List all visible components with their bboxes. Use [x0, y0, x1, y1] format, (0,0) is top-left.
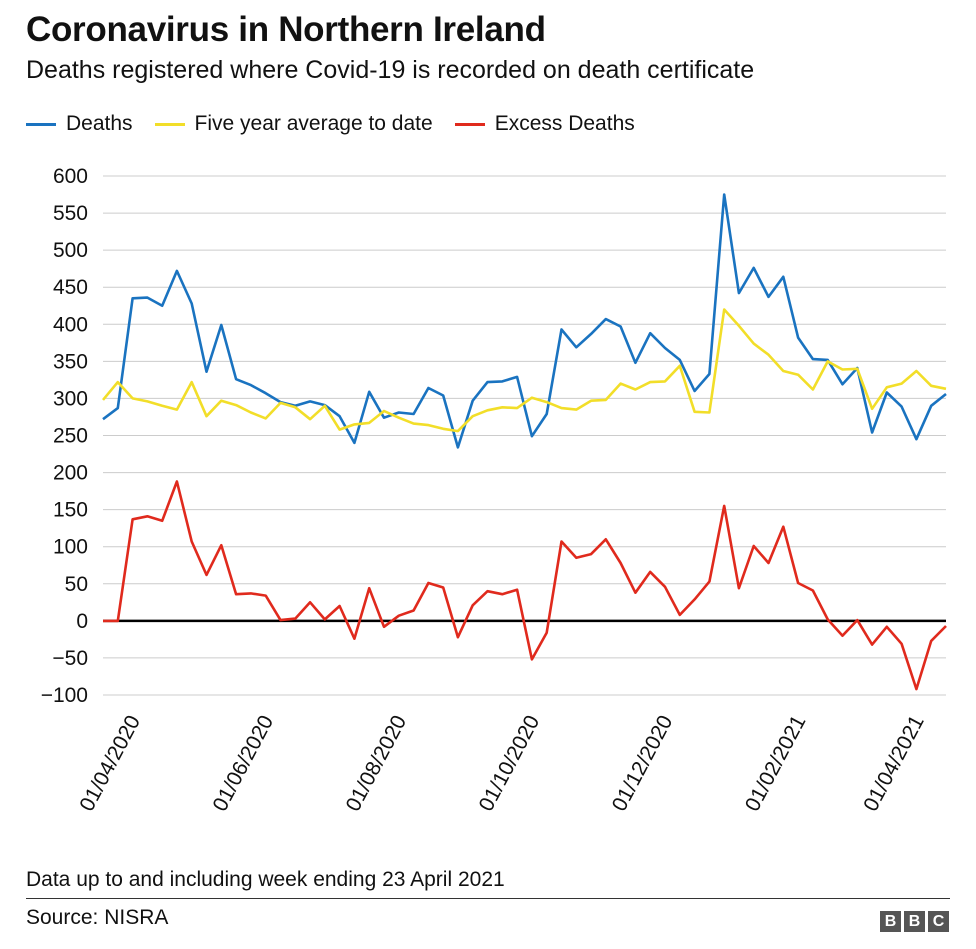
- y-tick-label: 50: [65, 573, 88, 596]
- x-tick-label: 01/10/2020: [475, 712, 545, 816]
- y-tick-label: 450: [53, 276, 88, 299]
- y-tick-label: 0: [76, 610, 88, 633]
- chart-subtitle: Deaths registered where Covid-19 is reco…: [26, 56, 755, 84]
- y-tick-label: 550: [53, 202, 88, 225]
- chart-title: Coronavirus in Northern Ireland: [26, 10, 546, 49]
- x-tick-label: 01/06/2020: [208, 712, 278, 816]
- x-tick-label: 01/08/2020: [342, 712, 412, 816]
- line-chart: 600550500450400350300250200150100500−50−…: [41, 165, 947, 816]
- logo-letter: C: [928, 911, 949, 932]
- logo-letter: B: [880, 911, 901, 932]
- legend-label-excess-deaths: Excess Deaths: [494, 112, 635, 135]
- legend-swatch-deaths: [26, 122, 56, 126]
- legend-swatch-five-year-average: [154, 122, 185, 126]
- x-tick-label: 01/04/2021: [859, 712, 929, 816]
- legend-swatch-excess-deaths: [454, 122, 485, 126]
- y-tick-label: −100: [41, 684, 88, 707]
- y-tick-label: 600: [53, 165, 88, 188]
- y-tick-label: 200: [53, 462, 88, 485]
- series-line-excess-deaths: [103, 480, 947, 691]
- y-tick-label: 300: [53, 387, 88, 410]
- y-tick-label: 500: [53, 239, 88, 262]
- bbc-logo: B B C: [880, 911, 949, 932]
- legend-item-excess-deaths: Excess Deaths: [454, 112, 635, 136]
- series-line-five-year-average-to-date: [102, 308, 947, 433]
- x-tick-label: 01/12/2020: [608, 712, 678, 816]
- x-tick-label: 01/04/2020: [75, 712, 145, 816]
- legend-label-deaths: Deaths: [66, 112, 133, 135]
- y-tick-label: −50: [52, 647, 88, 670]
- source-text: Source: NISRA: [26, 906, 169, 929]
- legend-item-five-year-average: Five year average to date: [154, 112, 433, 136]
- y-tick-label: 350: [53, 350, 88, 373]
- legend-item-deaths: Deaths: [26, 112, 133, 136]
- series-line-deaths: [102, 193, 947, 449]
- data-note: Data up to and including week ending 23 …: [26, 868, 505, 891]
- legend-label-five-year-average: Five year average to date: [194, 112, 433, 135]
- legend: Deaths Five year average to date Excess …: [26, 112, 635, 136]
- y-tick-label: 400: [53, 313, 88, 336]
- x-tick-label: 01/02/2021: [741, 712, 811, 816]
- logo-letter: B: [904, 911, 925, 932]
- y-tick-label: 100: [53, 536, 88, 559]
- y-tick-label: 250: [53, 425, 88, 448]
- y-tick-label: 150: [53, 499, 88, 522]
- footer-divider: [26, 898, 950, 899]
